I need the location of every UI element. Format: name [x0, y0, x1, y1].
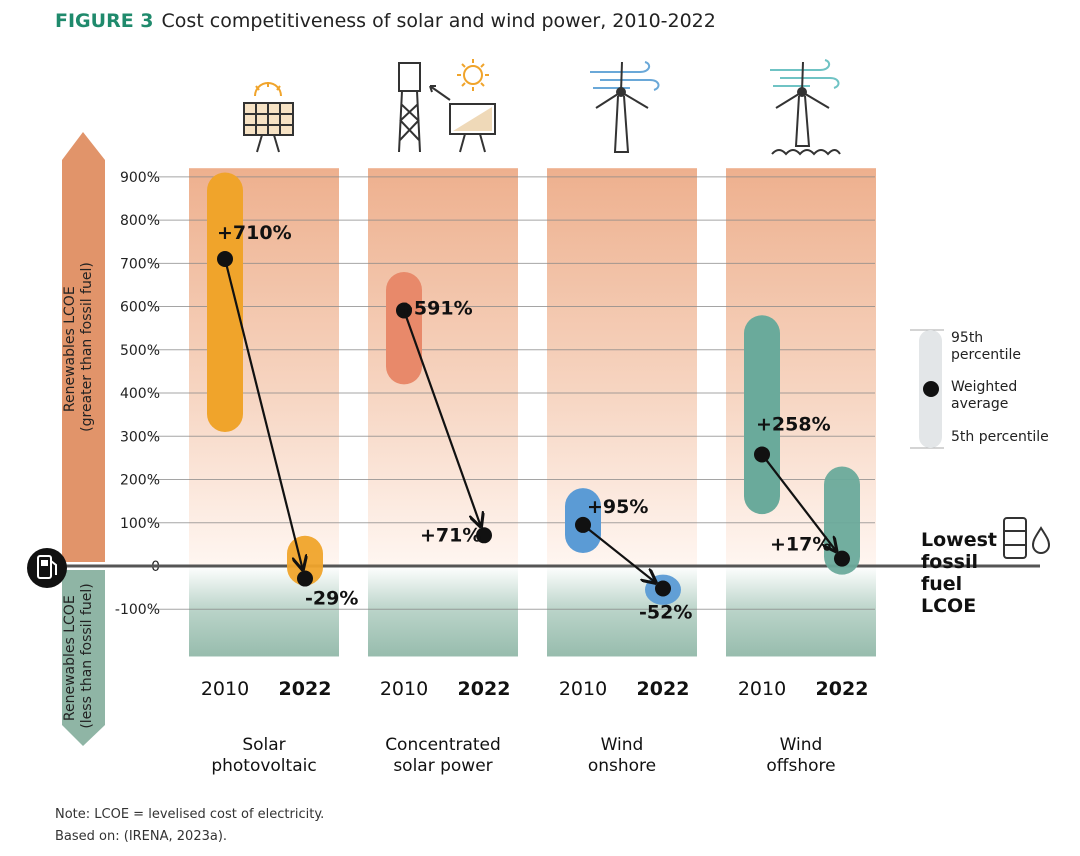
figure-title-text: Cost competitiveness of solar and wind p…	[161, 10, 716, 32]
data-label: -52%	[639, 601, 692, 623]
change-arrow	[761, 453, 835, 549]
data-label: +17%	[770, 534, 831, 556]
weighted-average-dot	[834, 550, 850, 567]
legend-bottom: 5th percentile	[951, 429, 1049, 445]
concentrated-solar-tower-icon	[398, 59, 496, 153]
category-label-line: offshore	[766, 756, 835, 776]
data-label: +591%	[398, 297, 473, 319]
category-label-line: onshore	[588, 756, 656, 776]
oil-barrel-icon	[1003, 517, 1051, 559]
y-tick-label: 800%	[120, 213, 160, 229]
lower-axis-label: Renewables LCOE (less than fossil fuel)	[62, 583, 95, 728]
weighted-average-dot	[575, 516, 591, 533]
category-label: Concentrated solar power	[385, 735, 501, 776]
series-group: +710% -29%	[207, 172, 358, 610]
legend-mid-line1: Weighted	[951, 379, 1017, 395]
category-label-line: Solar	[242, 735, 285, 755]
y-tick-label: 700%	[120, 256, 160, 272]
category-label-line: photovoltaic	[211, 756, 316, 776]
series-group: +591% +71%	[386, 271, 492, 546]
weighted-average-dot	[396, 302, 412, 319]
fuel-pump-icon	[27, 548, 67, 588]
svg-text:95th percentile We: 95th percentile Weighted average 5th per…	[951, 330, 1049, 445]
y-tick-label: 600%	[120, 300, 160, 316]
data-label: -29%	[305, 588, 358, 610]
data-label: +710%	[217, 222, 292, 244]
upper-axis-label: Renewables LCOE (greater than fossil fue…	[62, 262, 95, 432]
category-label: Wind onshore	[588, 735, 656, 776]
data-label: +258%	[756, 413, 831, 435]
panel-lower	[726, 566, 876, 657]
weighted-average-dot	[655, 580, 671, 597]
series-group: +95% -52%	[565, 488, 692, 623]
year-label: 2022	[458, 678, 511, 700]
source-line: Based on: (IRENA, 2023a).	[55, 829, 228, 844]
weighted-average-dot	[476, 527, 492, 544]
weighted-average-dot	[297, 570, 313, 587]
wind-offshore-icon	[770, 59, 841, 156]
data-label: +95%	[587, 496, 648, 518]
year-label: 2010	[380, 678, 428, 700]
year-label: 2010	[738, 678, 786, 700]
year-label: 2010	[201, 678, 249, 700]
series-group: +258% +17%	[744, 315, 860, 575]
percentile-range-bar	[386, 271, 422, 385]
category-label-line: Wind	[601, 735, 644, 755]
weighted-average-dot	[217, 250, 233, 267]
category-label-line: Wind	[780, 735, 823, 755]
notes: Note: LCOE = levelised cost of electrici…	[55, 804, 324, 848]
legend-mid-line2: average	[951, 396, 1008, 412]
year-label: 2022	[637, 678, 690, 700]
note-line: Note: LCOE = levelised cost of electrici…	[55, 807, 325, 822]
panel-lower	[368, 566, 518, 657]
y-tick-label: -100%	[115, 602, 160, 618]
category-label: Solar photovoltaic	[211, 735, 316, 776]
lcoe-chart: Renewables LCOE (greater than fossil fue…	[27, 59, 1051, 776]
legend: 95th percentile Weighted average 5th per…	[910, 329, 1049, 449]
change-arrow	[582, 524, 654, 582]
figure-title: FIGURE 3 Cost competitiveness of solar an…	[55, 10, 716, 32]
change-arrow	[402, 310, 480, 524]
y-tick-label: 400%	[120, 386, 160, 402]
legend-top-line2: percentile	[951, 347, 1021, 363]
weighted-average-dot	[754, 446, 770, 463]
percentile-range-bar	[207, 172, 243, 432]
category-label-line: solar power	[393, 756, 492, 776]
year-label: 2022	[279, 678, 332, 700]
legend-top-line1: 95th	[951, 330, 983, 346]
year-label: 2022	[816, 678, 869, 700]
change-arrow	[223, 258, 302, 568]
y-tick-label: 300%	[120, 429, 160, 445]
wind-onshore-icon	[590, 61, 660, 153]
figure-label: FIGURE 3	[55, 10, 154, 32]
y-tick-label: 900%	[120, 170, 160, 186]
upper-axis-band	[62, 132, 105, 562]
category-label: Wind offshore	[766, 735, 835, 776]
solar-panel-icon	[243, 82, 294, 153]
baseline-label: Lowest fossil fuel LCOE	[921, 529, 1004, 617]
data-label: +71%	[420, 524, 481, 546]
lower-axis-band	[62, 570, 105, 746]
y-tick-label: 500%	[120, 343, 160, 359]
y-tick-label: 200%	[120, 473, 160, 489]
category-label-line: Concentrated	[385, 735, 501, 755]
y-tick-label: 100%	[120, 516, 160, 532]
year-label: 2010	[559, 678, 607, 700]
